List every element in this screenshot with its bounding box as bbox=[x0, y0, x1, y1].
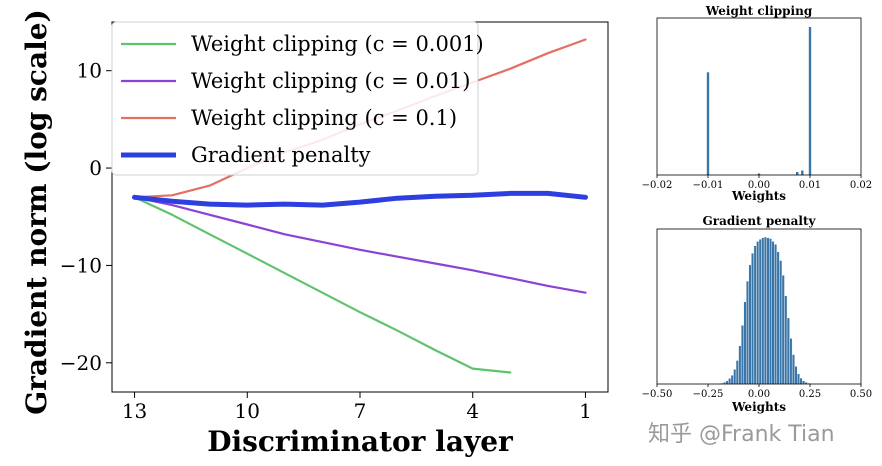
hist1-title: Weight clipping bbox=[705, 4, 813, 18]
hist2-tick-label: −0.25 bbox=[693, 389, 724, 400]
hist1-frame bbox=[656, 17, 862, 176]
hist2-tick-label: 0.50 bbox=[850, 389, 872, 400]
main-y-ticks: 10 0 −10 −20 bbox=[60, 59, 112, 375]
hist2-x-axis-label: Weights bbox=[731, 400, 786, 414]
hist2-bar bbox=[753, 245, 757, 385]
x-tick-label: 4 bbox=[466, 399, 479, 423]
gradient-penalty-histogram: Gradient penalty −0.50 −0.25 0.00 0.25 0.50 … bbox=[642, 214, 872, 414]
hist2-bar bbox=[802, 380, 806, 385]
hist2-bar bbox=[797, 373, 800, 385]
weight-clipping-histogram: Weight clipping −0.02 −0.01 0.00 0.01 0.02 W… bbox=[642, 4, 872, 203]
hist2-bar bbox=[784, 295, 788, 385]
hist1-x-axis-label: Weights bbox=[731, 189, 786, 203]
hist2-bar bbox=[794, 366, 798, 385]
hist2-bar bbox=[748, 264, 752, 385]
hist2-bar bbox=[728, 378, 732, 385]
hist1-tick-label: 0.00 bbox=[748, 180, 770, 191]
y-tick-label: 10 bbox=[77, 59, 102, 83]
x-tick-label: 13 bbox=[122, 399, 147, 423]
hist1-bar bbox=[706, 72, 710, 175]
hist2-x-ticks: −0.50 −0.25 0.00 0.25 0.50 bbox=[642, 384, 872, 400]
y-tick-label: −20 bbox=[60, 351, 102, 375]
hist2-bar bbox=[771, 241, 775, 385]
legend-frame bbox=[111, 21, 479, 176]
hist2-bar bbox=[735, 360, 739, 385]
hist2-bar bbox=[786, 317, 790, 385]
hist2-bar bbox=[799, 377, 803, 385]
hist2-title: Gradient penalty bbox=[703, 214, 817, 228]
y-tick-label: −10 bbox=[60, 253, 102, 277]
watermark-text: 知乎 @Frank Tian bbox=[648, 422, 835, 447]
series-line-2 bbox=[133, 196, 587, 294]
hist1-tick-label: −0.01 bbox=[693, 180, 724, 191]
hist1-tick-label: 0.02 bbox=[850, 180, 872, 191]
hist2-bar bbox=[746, 280, 749, 385]
hist2-bar bbox=[779, 260, 783, 385]
hist2-tick-label: −0.50 bbox=[642, 389, 673, 400]
hist1-bar bbox=[757, 173, 761, 175]
hist2-bar bbox=[789, 338, 793, 385]
legend-label-3: Weight clipping (c = 0.1) bbox=[191, 106, 457, 130]
hist1-bar bbox=[796, 172, 799, 175]
hist2-tick-label: 0.00 bbox=[748, 389, 770, 400]
x-tick-label: 1 bbox=[579, 399, 592, 423]
hist1-tick-label: −0.02 bbox=[642, 180, 673, 191]
series-line-4 bbox=[132, 190, 588, 208]
hist2-bar bbox=[769, 238, 772, 385]
x-tick-label: 7 bbox=[354, 399, 367, 423]
hist2-bar bbox=[730, 375, 734, 385]
hist2-bar bbox=[791, 354, 795, 385]
hist2-bar bbox=[781, 275, 785, 385]
hist2-bar bbox=[758, 238, 762, 385]
hist2-bar bbox=[743, 301, 747, 385]
hist1-tick-label: 0.01 bbox=[799, 180, 821, 191]
hist1-bar bbox=[801, 170, 804, 175]
hist2-bar bbox=[766, 237, 770, 385]
x-tick-label: 10 bbox=[235, 399, 260, 423]
hist2-bars bbox=[718, 236, 811, 385]
hist2-bar bbox=[761, 237, 765, 385]
legend-label-1: Weight clipping (c = 0.001) bbox=[191, 32, 484, 56]
legend-label-4: Gradient penalty bbox=[191, 143, 371, 167]
hist1-bars bbox=[706, 27, 812, 175]
main-y-axis-label: Gradient norm (log scale) bbox=[20, 9, 53, 415]
main-x-axis-label: Discriminator layer bbox=[207, 425, 514, 458]
hist2-bar bbox=[763, 236, 767, 385]
hist2-bar bbox=[756, 241, 760, 385]
hist2-bar bbox=[740, 325, 744, 385]
main-line-chart: 13 10 7 4 1 10 0 −10 −20 Discriminator layer Gr… bbox=[20, 9, 609, 458]
hist2-tick-label: 0.25 bbox=[799, 389, 821, 400]
main-legend: Weight clipping (c = 0.001) Weight clippi… bbox=[111, 21, 484, 176]
series-line-1 bbox=[133, 196, 512, 374]
hist2-bar bbox=[725, 380, 729, 385]
hist2-bar bbox=[733, 369, 737, 385]
hist2-bar bbox=[751, 252, 755, 385]
hist1-x-ticks: −0.02 −0.01 0.00 0.01 0.02 bbox=[642, 175, 872, 191]
hist2-bar bbox=[776, 251, 780, 385]
y-tick-label: 0 bbox=[89, 156, 102, 180]
hist2-bar bbox=[738, 345, 742, 385]
legend-label-2: Weight clipping (c = 0.01) bbox=[191, 69, 470, 93]
hist1-bar bbox=[808, 27, 812, 175]
main-x-ticks: 13 10 7 4 1 bbox=[122, 392, 592, 423]
hist2-bar bbox=[774, 244, 778, 385]
